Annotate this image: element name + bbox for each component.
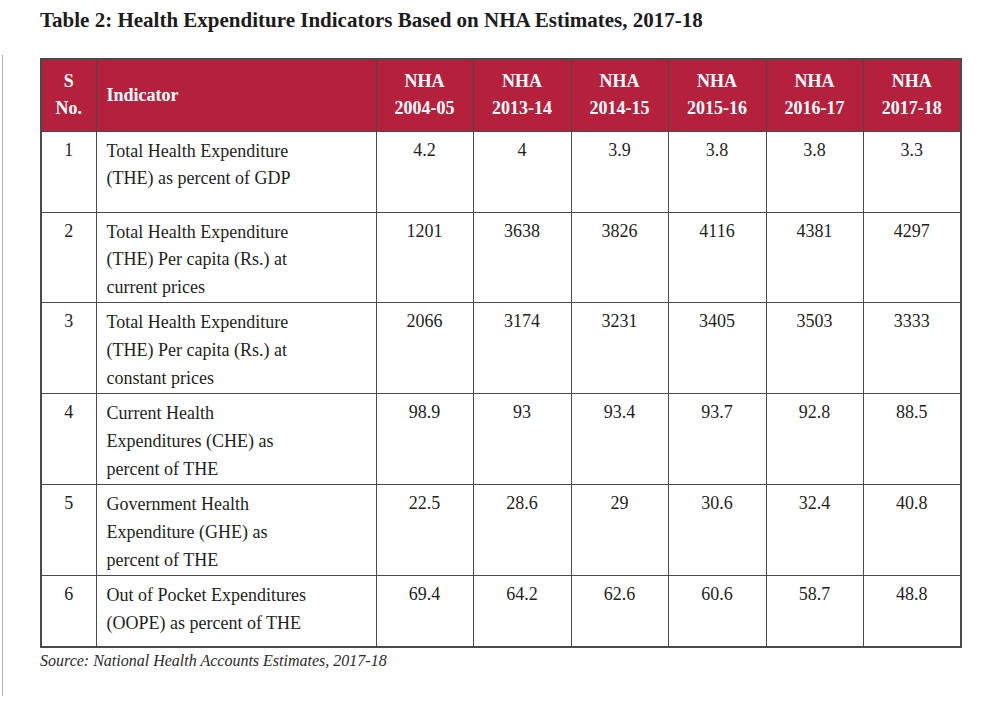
table-row-1: 1 Total Health Expenditure (THE) as perc… <box>41 131 961 212</box>
value-cell: 3.3 <box>863 131 961 212</box>
indicator-cell: Government Health Expenditure (GHE) as p… <box>96 484 376 575</box>
header-year-value: 2004-05 <box>377 95 473 122</box>
sno-cell: 1 <box>41 131 96 212</box>
value-cell: 3826 <box>571 212 668 303</box>
table-row-3: 3 Total Health Expenditure (THE) Per cap… <box>41 303 961 394</box>
sno-cell: 2 <box>41 212 96 303</box>
value-cell: 29 <box>571 484 668 575</box>
header-year-value: 2017-18 <box>864 95 961 122</box>
source-note: Source: National Health Accounts Estimat… <box>40 652 387 670</box>
value-cell: 28.6 <box>473 484 571 575</box>
value-cell: 3638 <box>473 212 571 303</box>
header-sno: S No. <box>41 59 96 131</box>
table-row-5: 5 Government Health Expenditure (GHE) as… <box>41 484 961 575</box>
header-year-prefix: NHA <box>669 68 766 95</box>
header-nha-2014-15: NHA 2014-15 <box>571 59 668 131</box>
header-year-prefix: NHA <box>864 68 961 95</box>
value-cell: 30.6 <box>668 484 766 575</box>
value-cell: 62.6 <box>571 575 668 647</box>
table-header: S No. Indicator NHA 2004-05 NHA 2013-14 … <box>41 59 961 131</box>
header-year-value: 2016-17 <box>767 95 863 122</box>
value-cell: 98.9 <box>376 393 473 484</box>
indicator-cell: Current Health Expenditures (CHE) as per… <box>96 393 376 484</box>
value-cell: 69.4 <box>376 575 473 647</box>
value-cell: 1201 <box>376 212 473 303</box>
header-year-prefix: NHA <box>572 68 668 95</box>
header-nha-2016-17: NHA 2016-17 <box>766 59 863 131</box>
header-year-value: 2013-14 <box>474 95 571 122</box>
indicator-cell: Total Health Expenditure (THE) as percen… <box>96 131 376 212</box>
scan-edge-line <box>2 55 3 696</box>
header-year-value: 2015-16 <box>669 95 766 122</box>
value-cell: 93 <box>473 393 571 484</box>
table-body: 1 Total Health Expenditure (THE) as perc… <box>41 131 961 647</box>
table-row-2: 2 Total Health Expenditure (THE) Per cap… <box>41 212 961 303</box>
header-indicator: Indicator <box>96 59 376 131</box>
value-cell: 2066 <box>376 303 473 394</box>
header-nha-2015-16: NHA 2015-16 <box>668 59 766 131</box>
indicator-cell: Total Health Expenditure (THE) Per capit… <box>96 212 376 303</box>
value-cell: 58.7 <box>766 575 863 647</box>
value-cell: 4116 <box>668 212 766 303</box>
value-cell: 93.4 <box>571 393 668 484</box>
header-year-prefix: NHA <box>377 68 473 95</box>
health-expenditure-table: S No. Indicator NHA 2004-05 NHA 2013-14 … <box>40 58 962 648</box>
sno-cell: 6 <box>41 575 96 647</box>
value-cell: 3231 <box>571 303 668 394</box>
sno-cell: 5 <box>41 484 96 575</box>
value-cell: 3405 <box>668 303 766 394</box>
value-cell: 3.9 <box>571 131 668 212</box>
header-year-prefix: NHA <box>474 68 571 95</box>
value-cell: 3.8 <box>668 131 766 212</box>
value-cell: 4381 <box>766 212 863 303</box>
table-row-6: 6 Out of Pocket Expenditures (OOPE) as p… <box>41 575 961 647</box>
header-year-prefix: NHA <box>767 68 863 95</box>
value-cell: 3174 <box>473 303 571 394</box>
value-cell: 64.2 <box>473 575 571 647</box>
value-cell: 3503 <box>766 303 863 394</box>
table-row-4: 4 Current Health Expenditures (CHE) as p… <box>41 393 961 484</box>
header-sno-line1: S <box>42 68 96 95</box>
header-row: S No. Indicator NHA 2004-05 NHA 2013-14 … <box>41 59 961 131</box>
value-cell: 93.7 <box>668 393 766 484</box>
value-cell: 48.8 <box>863 575 961 647</box>
value-cell: 40.8 <box>863 484 961 575</box>
value-cell: 60.6 <box>668 575 766 647</box>
header-sno-line2: No. <box>42 95 96 122</box>
value-cell: 92.8 <box>766 393 863 484</box>
header-nha-2013-14: NHA 2013-14 <box>473 59 571 131</box>
sno-cell: 3 <box>41 303 96 394</box>
sno-cell: 4 <box>41 393 96 484</box>
indicator-cell: Out of Pocket Expenditures (OOPE) as per… <box>96 575 376 647</box>
value-cell: 32.4 <box>766 484 863 575</box>
header-nha-2004-05: NHA 2004-05 <box>376 59 473 131</box>
value-cell: 4.2 <box>376 131 473 212</box>
page-title: Table 2: Health Expenditure Indicators B… <box>40 8 703 33</box>
value-cell: 22.5 <box>376 484 473 575</box>
value-cell: 4 <box>473 131 571 212</box>
value-cell: 4297 <box>863 212 961 303</box>
header-nha-2017-18: NHA 2017-18 <box>863 59 961 131</box>
value-cell: 3.8 <box>766 131 863 212</box>
indicator-cell: Total Health Expenditure (THE) Per capit… <box>96 303 376 394</box>
value-cell: 3333 <box>863 303 961 394</box>
value-cell: 88.5 <box>863 393 961 484</box>
header-year-value: 2014-15 <box>572 95 668 122</box>
